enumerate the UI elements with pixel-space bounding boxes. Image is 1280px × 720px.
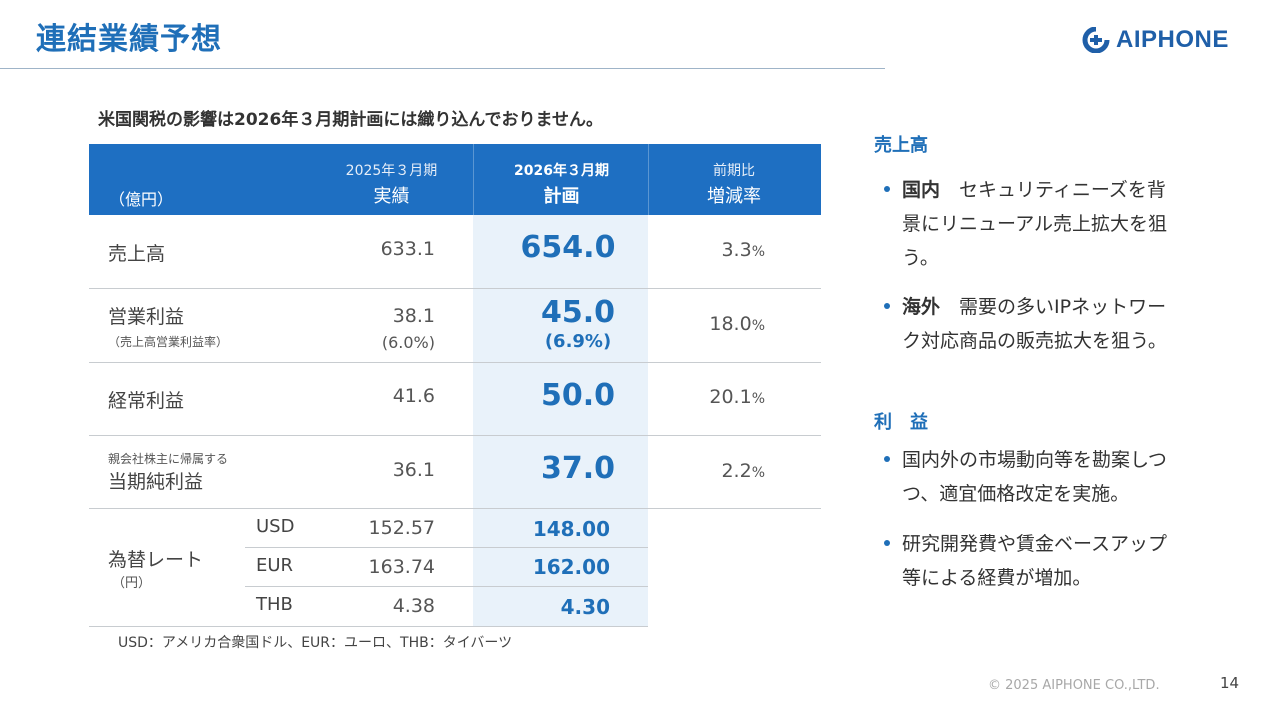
- plan-value: 45.0: [540, 295, 616, 330]
- fx-actual-thb: 4.38: [392, 595, 435, 617]
- col-plan-year: 2026年３月期: [514, 163, 609, 179]
- aiphone-logo-icon: [1082, 27, 1110, 53]
- row-label: 売上高: [108, 243, 166, 265]
- row-label: 当期純利益: [108, 471, 204, 493]
- profit-heading: 利 益: [874, 412, 928, 433]
- change-value: 20.1%: [709, 386, 765, 408]
- bullet-overseas: 海外 需要の多いIPネットワーク対応商品の販売拡大を狙う。: [884, 290, 1184, 358]
- logo-text: AIPHONE: [1116, 26, 1229, 53]
- bullet-dot: [884, 540, 890, 546]
- col-plan-label: 計画: [543, 186, 580, 207]
- title-divider: [0, 68, 885, 69]
- fx-unit: （円）: [112, 576, 152, 591]
- page-title: 連結業績予想: [36, 22, 222, 57]
- copyright: © 2025 AIPHONE CO.,LTD.: [988, 678, 1160, 693]
- fx-plan-thb: 4.30: [560, 595, 610, 619]
- plan-margin: (6.9%): [544, 331, 612, 352]
- fx-label: 為替レート: [108, 549, 204, 571]
- change-value: 3.3%: [721, 239, 765, 261]
- bullet-dot: [884, 186, 890, 192]
- bullet-dot: [884, 303, 890, 309]
- currency-thb: THB: [256, 594, 293, 615]
- sales-heading: 売上高: [874, 135, 928, 156]
- fx-plan-usd: 148.00: [532, 517, 610, 541]
- actual-value: 36.1: [392, 459, 435, 481]
- tariff-note: 米国関税の影響は2026年３月期計画には織り込んでおりません。: [98, 110, 603, 130]
- fx-actual-usd: 152.57: [368, 517, 435, 539]
- actual-value: 633.1: [380, 238, 435, 260]
- fx-actual-eur: 163.74: [368, 556, 435, 578]
- table-header: （億円） 2025年３月期 実績 2026年３月期 計画 前期比 増減率: [89, 144, 821, 215]
- fx-plan-eur: 162.00: [532, 555, 610, 579]
- plan-value: 50.0: [540, 378, 616, 413]
- bullet-expenses: 研究開発費や賃金ベースアップ等による経費が増加。: [884, 527, 1184, 595]
- actual-value: 41.6: [392, 385, 435, 407]
- plan-value: 654.0: [520, 230, 616, 265]
- row-sublabel: 親会社株主に帰属する: [108, 452, 229, 466]
- bullet-domestic: 国内 セキュリティニーズを背景にリニューアル売上拡大を狙う。: [884, 173, 1184, 275]
- col-change-label1: 前期比: [713, 163, 755, 179]
- change-value: 2.2%: [721, 460, 765, 482]
- unit-label: （億円）: [109, 190, 174, 209]
- actual-value: 38.1: [392, 305, 435, 327]
- page-number: 14: [1220, 674, 1240, 692]
- row-sublabel: （売上高営業利益率）: [108, 335, 229, 349]
- bullet-dot: [884, 456, 890, 462]
- bullet-pricing: 国内外の市場動向等を勘案しつつ、適宜価格改定を実施。: [884, 443, 1184, 511]
- currency-eur: EUR: [256, 555, 294, 576]
- actual-margin: (6.0%): [381, 333, 435, 352]
- row-label: 営業利益: [108, 306, 185, 328]
- row-label: 経常利益: [108, 390, 185, 412]
- col-actual-label: 実績: [373, 186, 410, 207]
- plan-value: 37.0: [540, 451, 616, 486]
- col-actual-year: 2025年３月期: [345, 163, 438, 179]
- change-value: 18.0%: [709, 313, 765, 335]
- company-logo: AIPHONE: [1082, 26, 1229, 54]
- plan-column-highlight: [473, 215, 648, 627]
- currency-usd: USD: [256, 516, 295, 537]
- currency-footnote: USD：アメリカ合衆国ドル、EUR：ユーロ、THB：タイバーツ: [118, 635, 513, 651]
- col-change-label2: 増減率: [707, 186, 761, 207]
